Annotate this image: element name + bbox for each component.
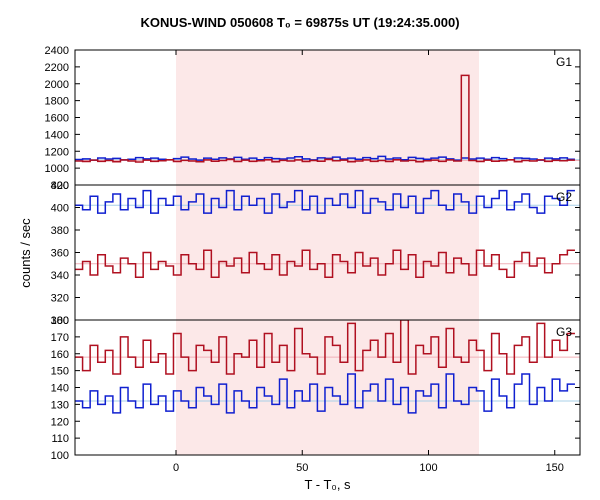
svg-text:G3: G3 — [556, 325, 572, 339]
svg-text:50: 50 — [296, 462, 308, 474]
svg-text:1200: 1200 — [45, 146, 69, 158]
svg-text:420: 420 — [51, 180, 69, 192]
svg-text:140: 140 — [51, 383, 69, 395]
svg-text:160: 160 — [51, 349, 69, 361]
chart-svg: 80010001200140016001800200022002400G1300… — [0, 0, 600, 500]
svg-text:150: 150 — [546, 462, 564, 474]
svg-text:1600: 1600 — [45, 113, 69, 125]
svg-text:380: 380 — [51, 225, 69, 237]
svg-text:100: 100 — [419, 462, 437, 474]
svg-text:340: 340 — [51, 270, 69, 282]
svg-text:1400: 1400 — [45, 129, 69, 141]
svg-text:360: 360 — [51, 248, 69, 260]
svg-text:1800: 1800 — [45, 96, 69, 108]
svg-text:2000: 2000 — [45, 79, 69, 91]
svg-text:170: 170 — [51, 332, 69, 344]
svg-text:0: 0 — [173, 462, 179, 474]
svg-text:110: 110 — [51, 433, 69, 445]
svg-text:130: 130 — [51, 399, 69, 411]
svg-text:1000: 1000 — [45, 163, 69, 175]
svg-text:2200: 2200 — [45, 62, 69, 74]
svg-text:120: 120 — [51, 416, 69, 428]
svg-text:2400: 2400 — [45, 45, 69, 57]
svg-text:G2: G2 — [556, 190, 572, 204]
svg-text:400: 400 — [51, 203, 69, 215]
svg-text:150: 150 — [51, 366, 69, 378]
svg-text:100: 100 — [51, 450, 69, 462]
svg-text:180: 180 — [51, 315, 69, 327]
svg-text:G1: G1 — [556, 55, 572, 69]
svg-text:320: 320 — [51, 293, 69, 305]
